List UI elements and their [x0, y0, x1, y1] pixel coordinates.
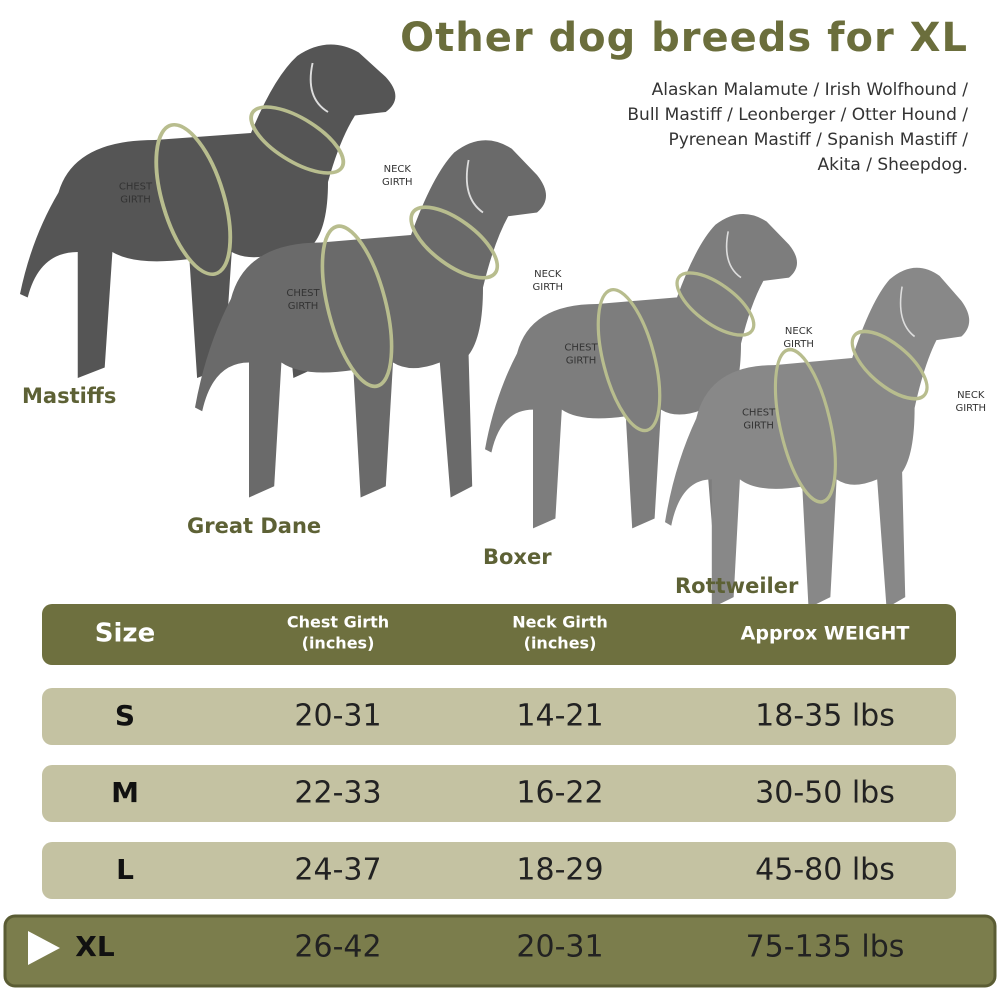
dog-ear [309, 62, 329, 113]
neck-girth-label: NECK [534, 269, 562, 280]
breed-name: Rottweiler [675, 574, 799, 598]
dog-silhouette [665, 267, 970, 608]
row-bg [42, 765, 956, 822]
arrow-icon [28, 931, 60, 965]
dog [195, 140, 546, 498]
table-cell: 22-33 [294, 776, 381, 811]
chest-loop [596, 287, 662, 433]
neck-loop [675, 271, 756, 337]
size-cell: S [115, 699, 135, 732]
table-cell: 20-31 [294, 699, 381, 734]
table-cell: 18-29 [516, 853, 603, 888]
table-header: Neck Girth [512, 613, 607, 632]
chest-loop [320, 224, 394, 389]
chest-girth-label: GIRTH [566, 356, 597, 367]
table-header: (inches) [302, 634, 375, 653]
dog-ear [899, 286, 916, 338]
table-cell: 26-42 [294, 930, 381, 965]
row-bg [42, 842, 956, 899]
dog-silhouette [195, 140, 546, 498]
table-cell: 14-21 [516, 699, 603, 734]
row-bg-highlight [3, 914, 997, 988]
size-cell: M [111, 776, 139, 809]
table-header: Size [95, 619, 155, 649]
neck-loop [409, 205, 500, 280]
chest-girth-label: CHEST [742, 408, 776, 419]
chest-girth-label: CHEST [564, 343, 598, 354]
breed-name: Mastiffs [22, 384, 116, 408]
breed-list: Alaskan Malamute / Irish Wolfhound / Bul… [627, 80, 968, 175]
breed-line: Alaskan Malamute / Irish Wolfhound / [652, 80, 969, 100]
neck-girth-label: GIRTH [955, 403, 986, 414]
neck-girth-label: GIRTH [533, 282, 564, 293]
chest-loop [154, 123, 233, 276]
breed-line: Bull Mastiff / Leonberger / Otter Hound … [627, 105, 968, 125]
size-table: Size Chest Girth (inches) Neck Girth (inches… [3, 604, 997, 988]
size-cell: XL [75, 930, 115, 963]
chest-girth-label: GIRTH [120, 195, 151, 206]
chest-girth-label: GIRTH [288, 301, 319, 312]
chest-girth-label: GIRTH [743, 421, 774, 432]
table-cell: 18-35 lbs [755, 699, 895, 734]
chest-loop [773, 347, 837, 504]
row-bg [42, 688, 956, 745]
table-cell: 16-22 [516, 776, 603, 811]
neck-loop [249, 105, 346, 175]
neck-girth-label: GIRTH [783, 339, 814, 350]
title: Other dog breeds for XL [400, 15, 968, 61]
breed-name: Great Dane [187, 514, 321, 538]
dog [665, 267, 970, 608]
table-cell: 45-80 lbs [755, 853, 895, 888]
dog-ear [465, 159, 484, 214]
neck-girth-label: NECK [384, 164, 412, 175]
dog-ear [725, 231, 742, 279]
neck-girth-label: NECK [785, 326, 813, 337]
breed-line: Akita / Sheepdog. [818, 155, 968, 175]
table-cell: 30-50 lbs [755, 776, 895, 811]
table-cell: 75-135 lbs [746, 930, 905, 965]
table-cell: 24-37 [294, 853, 381, 888]
chest-girth-label: CHEST [286, 288, 320, 299]
neck-girth-label: GIRTH [382, 177, 413, 188]
table-header: (inches) [524, 634, 597, 653]
table-header: Chest Girth [287, 613, 389, 632]
size-cell: L [116, 853, 134, 886]
breed-line: Pyrenean Mastiff / Spanish Mastiff / [668, 130, 968, 150]
neck-girth-label: NECK [957, 390, 985, 401]
table-header: Approx WEIGHT [741, 623, 910, 645]
breed-name: Boxer [483, 545, 552, 569]
chest-girth-label: CHEST [119, 182, 153, 193]
dog-illustrations: CHEST GIRTH NECK GIRTH Mastiffs CHEST GIRTH NEC… [20, 44, 986, 608]
neck-loop [850, 329, 929, 401]
table-cell: 20-31 [516, 930, 603, 965]
header-bar [42, 604, 956, 665]
